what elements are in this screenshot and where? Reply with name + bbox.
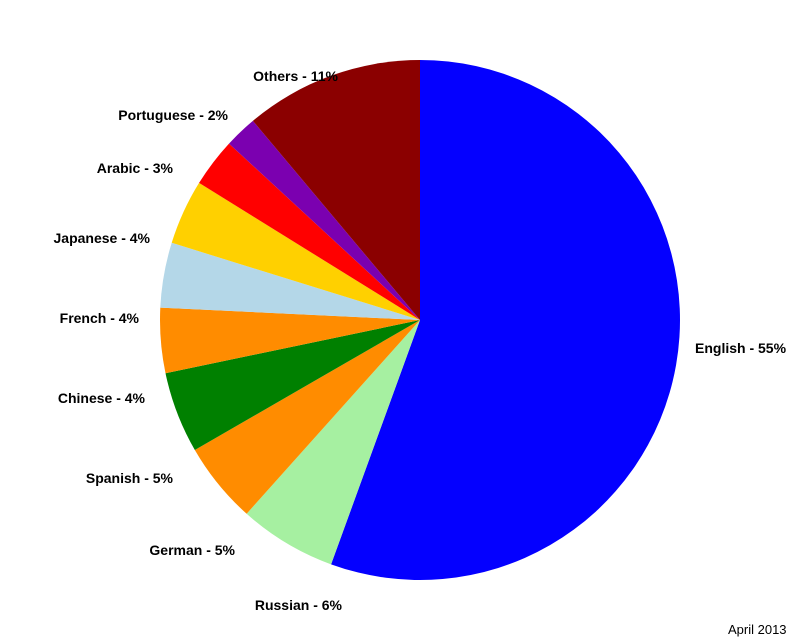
pie-chart: April 2013 English - 55% Russian - 6% Germ… bbox=[0, 0, 800, 641]
pie-label-portuguese: Portuguese - 2% bbox=[118, 107, 228, 123]
pie-label-russian: Russian - 6% bbox=[255, 597, 342, 613]
pie-label-french: French - 4% bbox=[60, 310, 139, 326]
pie-label-arabic: Arabic - 3% bbox=[97, 160, 173, 176]
pie-label-others: Others - 11% bbox=[253, 68, 338, 84]
pie-label-english: English - 55% bbox=[695, 340, 786, 356]
pie-label-spanish: Spanish - 5% bbox=[86, 470, 173, 486]
pie-label-german: German - 5% bbox=[149, 542, 235, 558]
pie-label-japanese: Japanese - 4% bbox=[54, 230, 151, 246]
pie-label-chinese: Chinese - 4% bbox=[58, 390, 145, 406]
chart-footer: April 2013 bbox=[728, 622, 787, 637]
